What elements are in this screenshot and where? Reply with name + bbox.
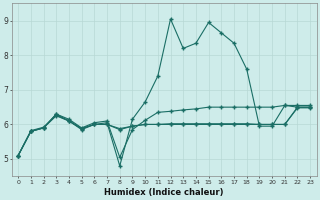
X-axis label: Humidex (Indice chaleur): Humidex (Indice chaleur) — [104, 188, 224, 197]
